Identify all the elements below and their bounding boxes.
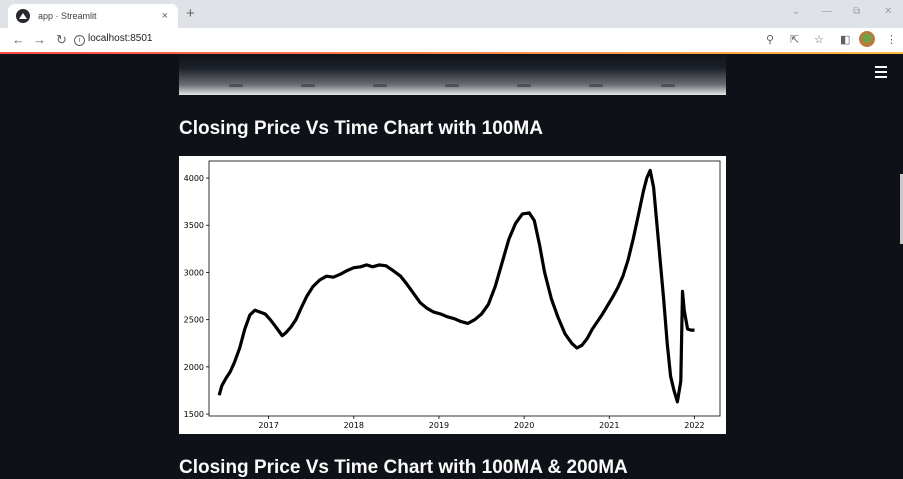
- streamlit-decoration-bar: [0, 52, 903, 54]
- streamlit-favicon-icon: [16, 9, 30, 23]
- browser-tab-bar: app · Streamlit × + ⌄ — ⧉ ✕: [0, 0, 903, 28]
- y-tick-label: 3000: [184, 268, 204, 277]
- chart-heading-100ma-200ma: Closing Price Vs Time Chart with 100MA &…: [179, 457, 628, 478]
- scrollbar[interactable]: [900, 174, 903, 244]
- side-panel-icon[interactable]: ◧: [840, 34, 851, 46]
- x-tick-label: 2017: [258, 421, 278, 430]
- tab-search-icon[interactable]: ⌄: [792, 6, 801, 17]
- site-info-icon[interactable]: i: [74, 35, 85, 46]
- address-bar: ← → ↻ i localhost:8501 ⚲ ⇱ ☆ ◧ ⋮: [0, 28, 903, 53]
- price-line: [217, 168, 695, 404]
- y-tick-label: 4000: [184, 174, 204, 183]
- menu-dots-icon[interactable]: ⋮: [886, 34, 897, 46]
- y-tick-label: 3500: [184, 221, 204, 230]
- app-main: Closing Price Vs Time Chart with 100MA 2…: [0, 54, 903, 478]
- x-tick-label: 2022: [684, 421, 704, 430]
- ma-line: [218, 168, 695, 402]
- x-tick-label: 2020: [514, 421, 534, 430]
- x-tick-label: 2021: [599, 421, 619, 430]
- chart-image: 2017 2018 2019 2020 2021 2022 1500 2000 2500 3000…: [179, 156, 726, 434]
- plot-frame: [208, 160, 721, 417]
- chart-heading-100ma: Closing Price Vs Time Chart with 100MA: [179, 118, 543, 139]
- url-field[interactable]: localhost:8501: [88, 33, 153, 44]
- back-icon[interactable]: ←: [12, 32, 25, 47]
- new-tab-button[interactable]: +: [186, 5, 195, 22]
- previous-chart-fragment: [179, 54, 726, 95]
- x-tick-label: 2019: [429, 421, 449, 430]
- minimize-icon[interactable]: —: [822, 6, 832, 17]
- x-tick-label: 2018: [344, 421, 364, 430]
- y-tick-label: 2000: [184, 363, 204, 372]
- bookmark-star-icon[interactable]: ☆: [814, 34, 824, 46]
- forward-icon[interactable]: →: [33, 32, 46, 47]
- profile-avatar[interactable]: [859, 31, 875, 47]
- share-icon[interactable]: ⇱: [790, 34, 800, 46]
- tab-title: app · Streamlit: [38, 11, 97, 21]
- tab-close-icon[interactable]: ×: [161, 10, 168, 22]
- closing-price-chart: 2017 2018 2019 2020 2021 2022 1500 2000 2500 3000…: [184, 160, 721, 430]
- close-window-icon[interactable]: ✕: [884, 6, 893, 17]
- hamburger-menu-icon[interactable]: [875, 66, 887, 81]
- restore-icon[interactable]: ⧉: [853, 6, 861, 17]
- zoom-icon[interactable]: ⚲: [766, 34, 775, 46]
- y-tick-label: 2500: [184, 316, 204, 325]
- reload-icon[interactable]: ↻: [56, 32, 67, 47]
- y-tick-label: 1500: [184, 410, 204, 419]
- browser-tab[interactable]: app · Streamlit ×: [8, 4, 178, 28]
